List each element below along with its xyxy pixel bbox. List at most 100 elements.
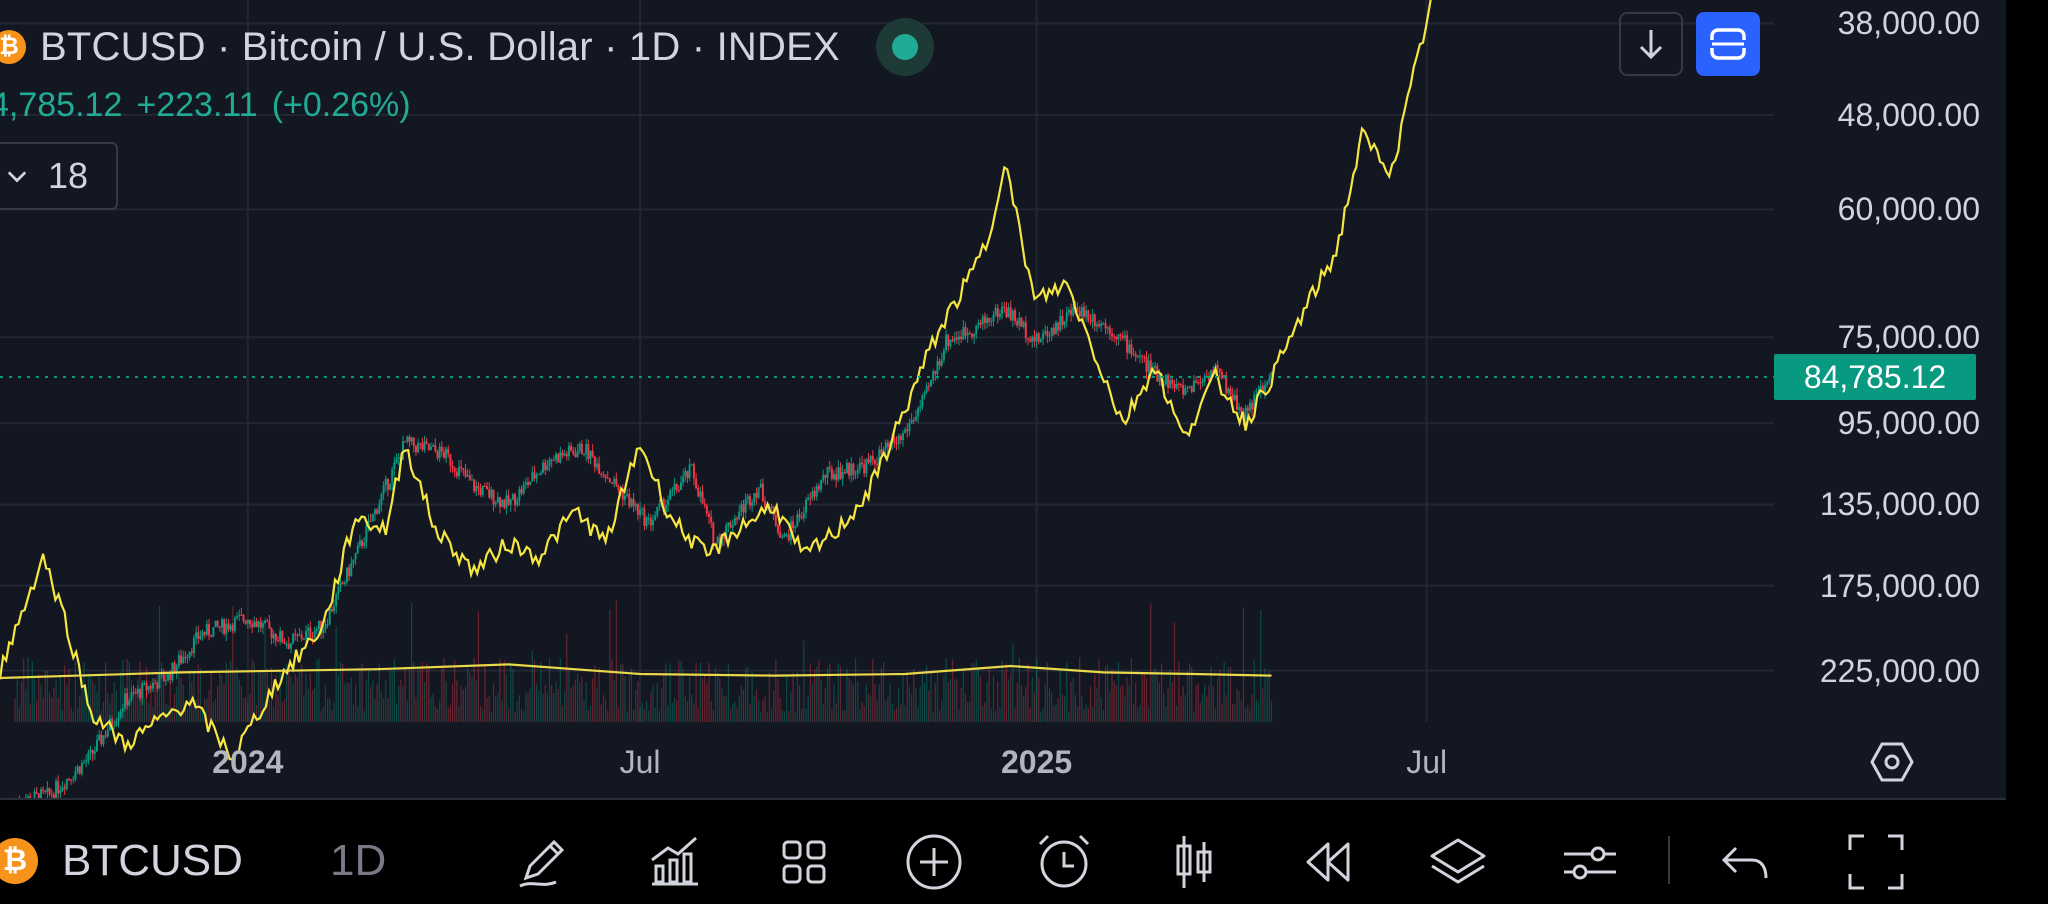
- volume-bar: [947, 682, 949, 722]
- volume-bar: [1264, 668, 1266, 722]
- alert-button[interactable]: [1032, 830, 1096, 894]
- candle-body: [147, 686, 150, 691]
- candle-body: [1231, 394, 1234, 400]
- volume-bar: [240, 686, 242, 722]
- volume-bar: [665, 663, 667, 722]
- candle-body: [39, 789, 42, 804]
- candle-body: [1244, 407, 1247, 420]
- volume-bar: [891, 703, 893, 722]
- draw-tool-button[interactable]: [512, 830, 576, 894]
- volume-bar: [380, 691, 383, 722]
- candle-body: [1268, 378, 1271, 383]
- candle-body: [162, 673, 165, 682]
- layouts-button[interactable]: [772, 830, 836, 894]
- volume-bar: [288, 666, 290, 722]
- volume-bar: [865, 684, 867, 722]
- volume-bar: [57, 697, 59, 722]
- candle-body: [574, 453, 577, 457]
- candle-body: [1139, 355, 1142, 357]
- volume-bar: [839, 666, 842, 722]
- candle-body: [1266, 382, 1269, 386]
- candle-body: [811, 491, 814, 499]
- candle-body: [848, 462, 851, 476]
- candlestick-series: [14, 300, 1273, 813]
- volume-bar: [1098, 658, 1100, 722]
- volume-bar: [936, 672, 939, 722]
- symbol-button[interactable]: BTCUSD: [62, 836, 243, 885]
- volume-bar: [1165, 706, 1167, 722]
- candle-body: [1190, 386, 1193, 392]
- volume-bar: [79, 695, 81, 722]
- volume-bar: [488, 696, 490, 722]
- axis-settings-icon[interactable]: [1870, 740, 1914, 784]
- volume-bar: [1167, 688, 1169, 722]
- candle-body: [470, 479, 473, 481]
- symbol-title[interactable]: BTCUSD · Bitcoin / U.S. Dollar · 1D · IN…: [40, 24, 840, 69]
- interval-button[interactable]: 1D: [330, 836, 387, 885]
- layers-button[interactable]: [1426, 830, 1490, 894]
- candle-body: [636, 504, 639, 515]
- volume-bar: [816, 666, 818, 722]
- candle-body: [154, 682, 157, 684]
- candle-body: [1261, 385, 1264, 392]
- candle-body: [979, 322, 982, 325]
- candle-body: [238, 614, 241, 617]
- volume-bar: [193, 669, 195, 722]
- volume-bar: [214, 699, 217, 722]
- volume-bar: [482, 708, 484, 722]
- volume-bar: [1005, 663, 1008, 722]
- volume-bar: [1257, 701, 1260, 722]
- indicators-toggle[interactable]: 18: [0, 142, 118, 210]
- candle-body: [919, 406, 922, 409]
- chart-type-button[interactable]: [1162, 830, 1226, 894]
- volume-bar: [809, 663, 811, 722]
- candle-body: [345, 567, 348, 583]
- replay-button[interactable]: [1294, 830, 1358, 894]
- undo-button[interactable]: [1714, 830, 1778, 894]
- volume-bar: [426, 662, 428, 722]
- fullscreen-button[interactable]: [1844, 830, 1908, 894]
- candle-body: [391, 469, 394, 484]
- market-status-icon[interactable]: [875, 18, 934, 76]
- volume-bar: [589, 705, 592, 722]
- volume-bar: [626, 711, 628, 722]
- screenshot-button[interactable]: [1696, 12, 1760, 76]
- candle-body: [169, 672, 172, 681]
- volume-bar: [844, 710, 846, 722]
- add-button[interactable]: [902, 830, 966, 894]
- indicators-button[interactable]: [642, 830, 706, 894]
- symbol-header[interactable]: ₿ BTCUSD · Bitcoin / U.S. Dollar · 1D · …: [0, 18, 934, 76]
- candle-body: [1035, 333, 1038, 342]
- volume-bar: [902, 673, 904, 722]
- candle-body: [481, 485, 484, 496]
- candle-body: [186, 657, 189, 659]
- volume-bar: [932, 711, 934, 722]
- volume-bar: [154, 677, 156, 722]
- volume-bar: [615, 600, 617, 722]
- candle-body: [434, 445, 437, 451]
- settings-button[interactable]: [1558, 830, 1622, 894]
- candle-body: [1171, 379, 1174, 384]
- volume-bar: [120, 671, 122, 722]
- candle-body: [414, 446, 417, 452]
- candle-body: [201, 631, 204, 637]
- candle-body: [63, 787, 66, 789]
- volume-bar: [576, 673, 579, 722]
- volume-bar: [339, 661, 342, 722]
- volume-bar: [1186, 671, 1189, 722]
- candle-body: [1005, 307, 1008, 318]
- candle-body: [1078, 311, 1081, 317]
- scroll-down-button[interactable]: [1619, 12, 1683, 76]
- price-tick-label: 95,000.00: [1837, 405, 1980, 442]
- volume-bar: [31, 661, 33, 722]
- candle-body: [1089, 320, 1092, 322]
- volume-bar: [234, 673, 236, 722]
- volume-bar: [1163, 693, 1165, 722]
- volume-bar: [1113, 681, 1115, 722]
- candle-body: [190, 651, 193, 654]
- volume-bar: [624, 676, 626, 722]
- candle-body: [1024, 322, 1027, 339]
- candle-body: [494, 502, 497, 505]
- volume-bar: [592, 678, 594, 722]
